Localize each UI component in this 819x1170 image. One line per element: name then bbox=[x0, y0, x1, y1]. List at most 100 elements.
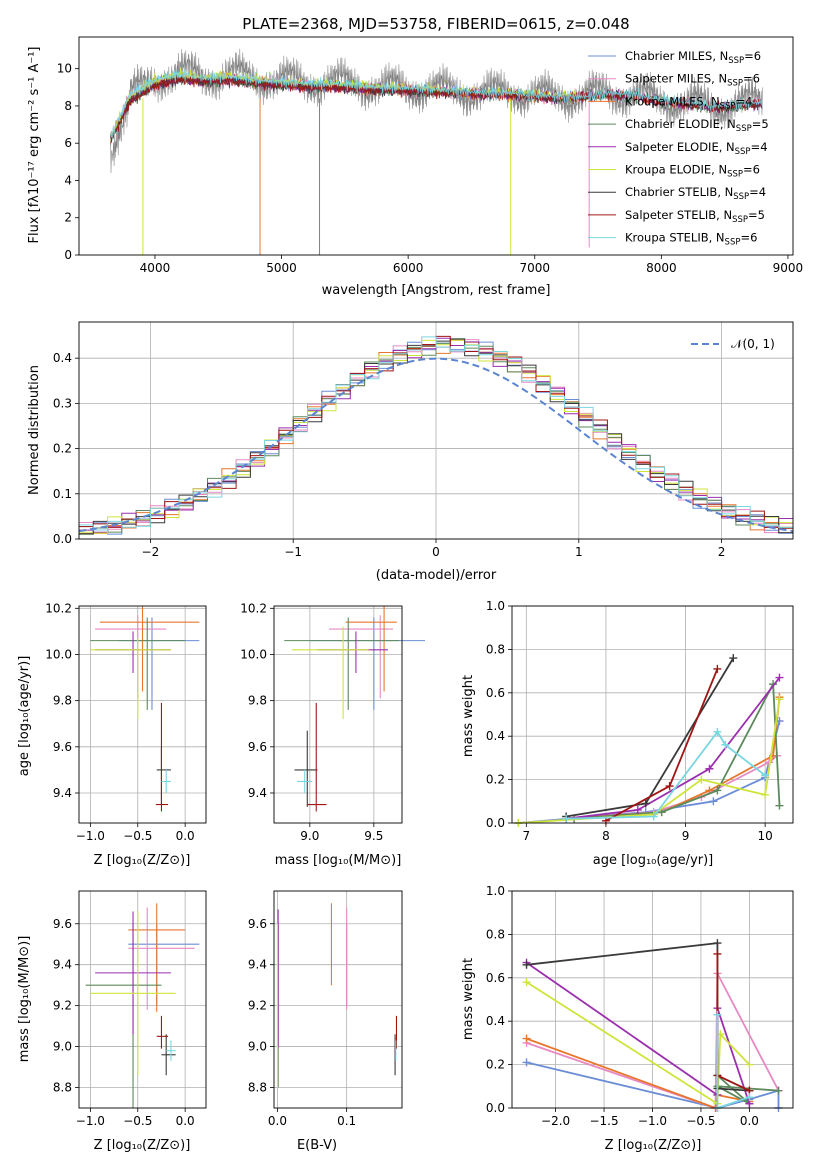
p7-ytick-label: 9.0 bbox=[248, 1040, 267, 1054]
p8-point-marker bbox=[522, 1058, 531, 1067]
p8-ytick-label: 0.4 bbox=[486, 1014, 505, 1028]
p5-point-marker bbox=[713, 664, 722, 673]
spectrum-xtick-label: 7000 bbox=[519, 261, 550, 275]
p8-series-line bbox=[526, 981, 751, 1105]
spectrum-legend-label: Chabrier MILES, NSSP=6 bbox=[625, 49, 761, 66]
spectrum-ytick-label: 10 bbox=[57, 62, 72, 76]
p8-point-marker bbox=[713, 939, 722, 948]
spectrum-xtick-label: 4000 bbox=[140, 261, 171, 275]
p3-ytick-label: 9.8 bbox=[53, 694, 72, 708]
spectrum-ytick-label: 8 bbox=[64, 99, 72, 113]
spectrum-legend-sub: SSP bbox=[732, 215, 748, 225]
spectrum-xtick-label: 6000 bbox=[393, 261, 424, 275]
p6-frame bbox=[78, 890, 207, 1109]
spectrum-xtick-label: 5000 bbox=[266, 261, 297, 275]
spectrum-legend-value: =4 bbox=[751, 140, 768, 154]
p5-point-marker bbox=[775, 695, 784, 704]
p5-point-marker bbox=[641, 799, 650, 808]
p4-xtick-label: 9.5 bbox=[364, 829, 383, 843]
p6-ytick-label: 9.6 bbox=[53, 917, 72, 931]
p7-xtick-label: 0.1 bbox=[337, 1114, 356, 1128]
spectrum-legend-label: Kroupa ELODIE, NSSP=6 bbox=[625, 163, 760, 180]
spectrum-ytick-label: 4 bbox=[64, 173, 72, 187]
p6-xlabel: Z [log₁₀(Z/Z⊙)] bbox=[94, 1138, 191, 1153]
histogram-ytick-label: 0.2 bbox=[53, 442, 72, 456]
p5-point-marker bbox=[761, 771, 770, 780]
p3-ytick-label: 10.2 bbox=[45, 601, 72, 615]
p4-xlabel: mass [log₁₀(M/M⊙)] bbox=[275, 853, 402, 868]
spectrum-xlabel: wavelength [Angstrom, rest frame] bbox=[322, 283, 551, 298]
p6-xtick-label: 0.0 bbox=[176, 1114, 195, 1128]
histogram-xtick-label: 2 bbox=[718, 545, 726, 559]
p8-xtick-label: −2.0 bbox=[541, 1114, 570, 1128]
p5-point-marker bbox=[761, 790, 770, 799]
p5-ytick-label: 0.0 bbox=[486, 816, 505, 830]
p4-ytick-label: 10.2 bbox=[240, 601, 267, 615]
histogram-ylabel: Normed distribution bbox=[27, 365, 42, 495]
p7-frame bbox=[273, 890, 403, 1109]
p4-ytick-label: 10.0 bbox=[240, 647, 267, 661]
p7-ytick-label: 9.4 bbox=[248, 958, 267, 972]
p8-series-line bbox=[526, 1037, 750, 1109]
p8-frame bbox=[511, 890, 794, 1109]
p8-ylabel: mass weight bbox=[461, 958, 476, 1040]
p3-xtick-label: −0.5 bbox=[123, 829, 152, 843]
p5-point-marker bbox=[713, 786, 722, 795]
p8-point-marker bbox=[745, 1093, 754, 1102]
residual-histogram-panel: −2 −1 0 1 2 0.0 0.1 0.2 0.3 0.4 bbox=[53, 321, 794, 559]
p5-point-marker bbox=[775, 673, 784, 682]
spectrum-legend-sub: SSP bbox=[728, 56, 744, 66]
p3-ylabel: age [log₁₀(age/yr)] bbox=[17, 656, 32, 777]
spectrum-legend-sub: SSP bbox=[720, 101, 736, 111]
spectrum-legend-sub: SSP bbox=[733, 192, 749, 202]
histogram-xlabel: (data-model)/error bbox=[376, 568, 497, 583]
spectrum-legend-value: =5 bbox=[748, 208, 765, 222]
histogram-frame bbox=[78, 321, 794, 540]
histogram-legend-label: 𝒩(0, 1) bbox=[731, 337, 775, 351]
spectrum-xtick-label: 8000 bbox=[646, 261, 677, 275]
p5-ytick-label: 0.4 bbox=[486, 729, 505, 743]
p5-point-marker bbox=[729, 654, 738, 663]
normal-curve bbox=[79, 357, 793, 533]
p5-point-marker bbox=[697, 775, 706, 784]
p5-ytick-label: 0.8 bbox=[486, 642, 505, 656]
p5-xtick-label: 9 bbox=[682, 829, 690, 843]
p8-ytick-label: 0.2 bbox=[486, 1058, 505, 1072]
spectrum-legend-value: =6 bbox=[743, 163, 760, 177]
spectrum-legend-sub: SSP bbox=[727, 170, 743, 180]
p3-xtick-label: 0.0 bbox=[176, 829, 195, 843]
p7-xlabel: E(B-V) bbox=[297, 1138, 337, 1153]
histogram-xtick-label: 1 bbox=[575, 545, 583, 559]
spectrum-legend-label: Salpeter ELODIE, NSSP=4 bbox=[625, 140, 768, 157]
p7-ytick-label: 8.8 bbox=[248, 1081, 267, 1095]
p5-xtick-label: 7 bbox=[523, 829, 531, 843]
age-vs-mass-panel: 9.0 9.5 9.4 9.6 9.8 10.0 10.2 bbox=[240, 601, 426, 843]
p5-point-marker bbox=[562, 814, 571, 823]
spectrum-legend-label: Salpeter MILES, NSSP=6 bbox=[625, 72, 760, 89]
p5-point-marker bbox=[713, 727, 722, 736]
spectrum-legend-value: =6 bbox=[743, 72, 760, 86]
spectrum-lines bbox=[110, 48, 763, 255]
spectrum-xtick-label: 9000 bbox=[773, 261, 804, 275]
p8-ytick-label: 0.8 bbox=[486, 927, 505, 941]
spectrum-legend-value: =6 bbox=[744, 49, 761, 63]
histogram-bars bbox=[79, 335, 793, 539]
spectrum-title: PLATE=2368, MJD=53758, FIBERID=0615, z=0… bbox=[242, 15, 629, 33]
spectrum-frame bbox=[78, 36, 794, 256]
spectrum-legend-sub: SSP bbox=[725, 238, 741, 248]
p6-xtick-label: −1.0 bbox=[76, 1114, 105, 1128]
spectrum-legend-value: =5 bbox=[752, 117, 769, 131]
p3-ytick-label: 9.6 bbox=[53, 740, 72, 754]
p3-ytick-label: 10.0 bbox=[45, 647, 72, 661]
p5-xtick-label: 10 bbox=[757, 829, 772, 843]
p5-xtick-label: 8 bbox=[602, 829, 610, 843]
p7-ytick-label: 9.2 bbox=[248, 999, 267, 1013]
p5-point-marker bbox=[721, 740, 730, 749]
mass-weight-vs-metallicity-panel: −2.0 −1.5 −1.0 −0.5 0.0 0.0 0.2 0.4 0.6 0.8 1.0 bbox=[486, 884, 794, 1128]
spectrum-ytick-label: 0 bbox=[64, 248, 72, 262]
histogram-ytick-label: 0.1 bbox=[53, 487, 72, 501]
spectrum-ytick-label: 2 bbox=[64, 211, 72, 225]
p8-point-marker bbox=[522, 1034, 531, 1043]
p5-ytick-label: 0.6 bbox=[486, 686, 505, 700]
p4-ytick-label: 9.4 bbox=[248, 786, 267, 800]
